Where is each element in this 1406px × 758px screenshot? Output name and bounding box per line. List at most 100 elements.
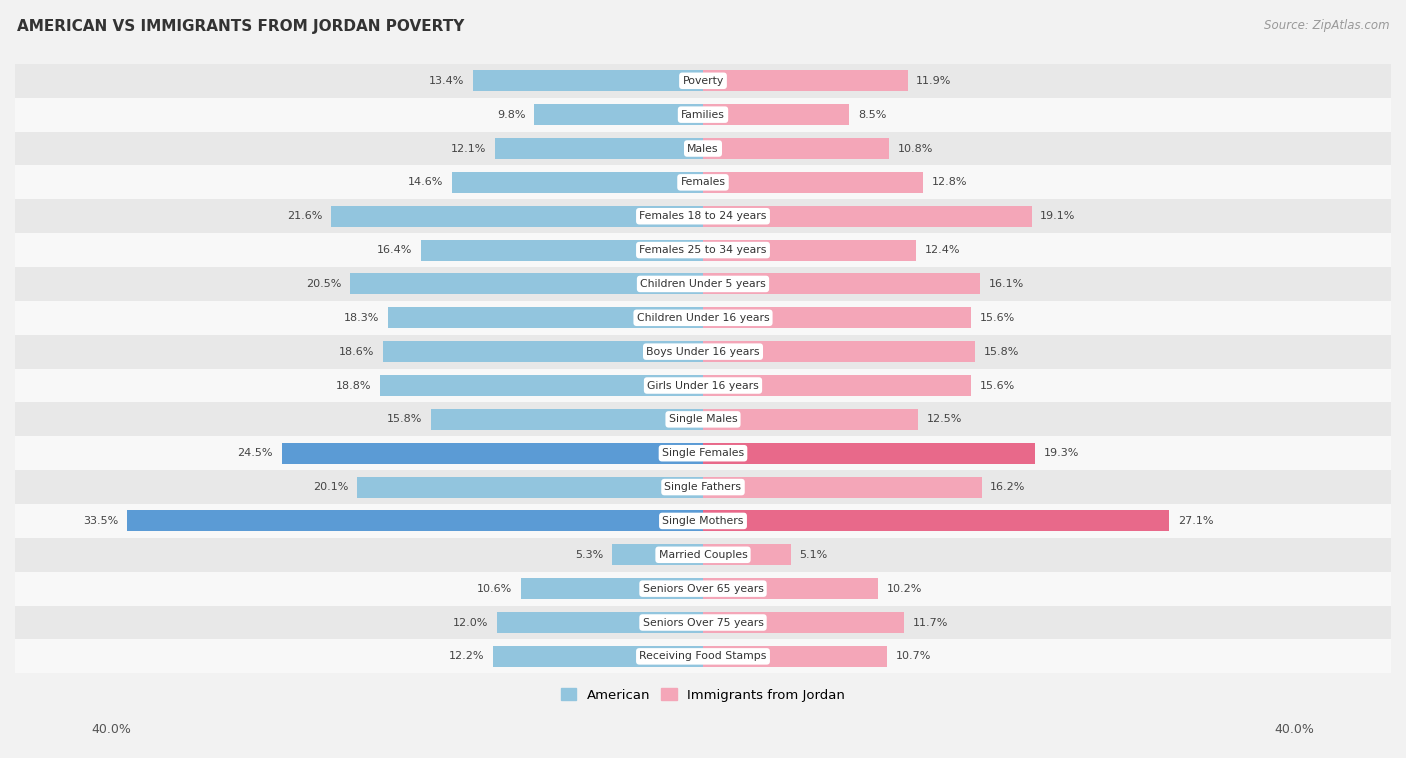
Bar [703, 104, 849, 125]
Text: Single Males: Single Males [669, 415, 737, 424]
Bar [703, 138, 889, 159]
Text: 12.4%: 12.4% [925, 245, 960, 255]
Bar [15, 640, 1391, 673]
Text: 15.8%: 15.8% [983, 346, 1019, 357]
Text: 20.1%: 20.1% [314, 482, 349, 492]
Bar [15, 301, 1391, 335]
Bar [451, 172, 703, 193]
Bar [388, 307, 703, 328]
Text: 33.5%: 33.5% [83, 516, 118, 526]
Text: Females 18 to 24 years: Females 18 to 24 years [640, 211, 766, 221]
Text: 14.6%: 14.6% [408, 177, 443, 187]
Bar [382, 341, 703, 362]
Bar [703, 172, 924, 193]
Bar [520, 578, 703, 599]
Bar [357, 477, 703, 497]
Text: 16.1%: 16.1% [988, 279, 1024, 289]
Text: 27.1%: 27.1% [1178, 516, 1213, 526]
Text: 19.3%: 19.3% [1043, 448, 1078, 459]
Bar [15, 572, 1391, 606]
Text: 11.7%: 11.7% [912, 618, 948, 628]
Text: 40.0%: 40.0% [91, 722, 131, 736]
Text: Seniors Over 65 years: Seniors Over 65 years [643, 584, 763, 594]
Bar [703, 443, 1035, 464]
Text: Single Mothers: Single Mothers [662, 516, 744, 526]
Bar [703, 341, 974, 362]
Text: 10.7%: 10.7% [896, 651, 931, 662]
Text: 5.3%: 5.3% [575, 550, 603, 560]
Legend: American, Immigrants from Jordan: American, Immigrants from Jordan [555, 683, 851, 707]
Text: Seniors Over 75 years: Seniors Over 75 years [643, 618, 763, 628]
Bar [703, 578, 879, 599]
Text: 9.8%: 9.8% [498, 110, 526, 120]
Bar [534, 104, 703, 125]
Bar [15, 98, 1391, 132]
Text: Source: ZipAtlas.com: Source: ZipAtlas.com [1264, 19, 1389, 32]
Bar [281, 443, 703, 464]
Bar [15, 504, 1391, 538]
Text: 18.3%: 18.3% [344, 313, 380, 323]
Bar [15, 165, 1391, 199]
Text: 15.8%: 15.8% [387, 415, 423, 424]
Bar [15, 538, 1391, 572]
Bar [15, 402, 1391, 437]
Bar [15, 437, 1391, 470]
Text: 15.6%: 15.6% [980, 381, 1015, 390]
Bar [15, 64, 1391, 98]
Text: AMERICAN VS IMMIGRANTS FROM JORDAN POVERTY: AMERICAN VS IMMIGRANTS FROM JORDAN POVER… [17, 19, 464, 34]
Bar [15, 199, 1391, 233]
Bar [703, 612, 904, 633]
Text: Boys Under 16 years: Boys Under 16 years [647, 346, 759, 357]
Bar [15, 267, 1391, 301]
Bar [15, 606, 1391, 640]
Text: Females: Females [681, 177, 725, 187]
Text: 12.0%: 12.0% [453, 618, 488, 628]
Text: Families: Families [681, 110, 725, 120]
Bar [495, 138, 703, 159]
Bar [420, 240, 703, 261]
Bar [703, 477, 981, 497]
Bar [703, 646, 887, 667]
Text: 11.9%: 11.9% [917, 76, 952, 86]
Bar [703, 510, 1170, 531]
Text: 24.5%: 24.5% [238, 448, 273, 459]
Text: 8.5%: 8.5% [858, 110, 886, 120]
Text: Single Fathers: Single Fathers [665, 482, 741, 492]
Text: 18.8%: 18.8% [336, 381, 371, 390]
Bar [703, 544, 790, 565]
Bar [332, 205, 703, 227]
Bar [472, 70, 703, 91]
Text: 5.1%: 5.1% [800, 550, 828, 560]
Bar [15, 470, 1391, 504]
Bar [432, 409, 703, 430]
Bar [703, 240, 917, 261]
Bar [127, 510, 703, 531]
Text: Children Under 16 years: Children Under 16 years [637, 313, 769, 323]
Text: 19.1%: 19.1% [1040, 211, 1076, 221]
Bar [703, 375, 972, 396]
Text: 20.5%: 20.5% [307, 279, 342, 289]
Bar [15, 368, 1391, 402]
Text: 12.2%: 12.2% [449, 651, 485, 662]
Text: Females 25 to 34 years: Females 25 to 34 years [640, 245, 766, 255]
Bar [703, 274, 980, 294]
Bar [15, 335, 1391, 368]
Text: Children Under 5 years: Children Under 5 years [640, 279, 766, 289]
Text: 16.2%: 16.2% [990, 482, 1025, 492]
Text: 12.1%: 12.1% [451, 143, 486, 154]
Bar [15, 132, 1391, 165]
Text: Poverty: Poverty [682, 76, 724, 86]
Text: 12.5%: 12.5% [927, 415, 962, 424]
Bar [15, 233, 1391, 267]
Text: Males: Males [688, 143, 718, 154]
Bar [380, 375, 703, 396]
Bar [496, 612, 703, 633]
Bar [703, 70, 908, 91]
Text: Married Couples: Married Couples [658, 550, 748, 560]
Bar [612, 544, 703, 565]
Bar [494, 646, 703, 667]
Text: Receiving Food Stamps: Receiving Food Stamps [640, 651, 766, 662]
Text: Single Females: Single Females [662, 448, 744, 459]
Text: 40.0%: 40.0% [1275, 722, 1315, 736]
Text: 13.4%: 13.4% [429, 76, 464, 86]
